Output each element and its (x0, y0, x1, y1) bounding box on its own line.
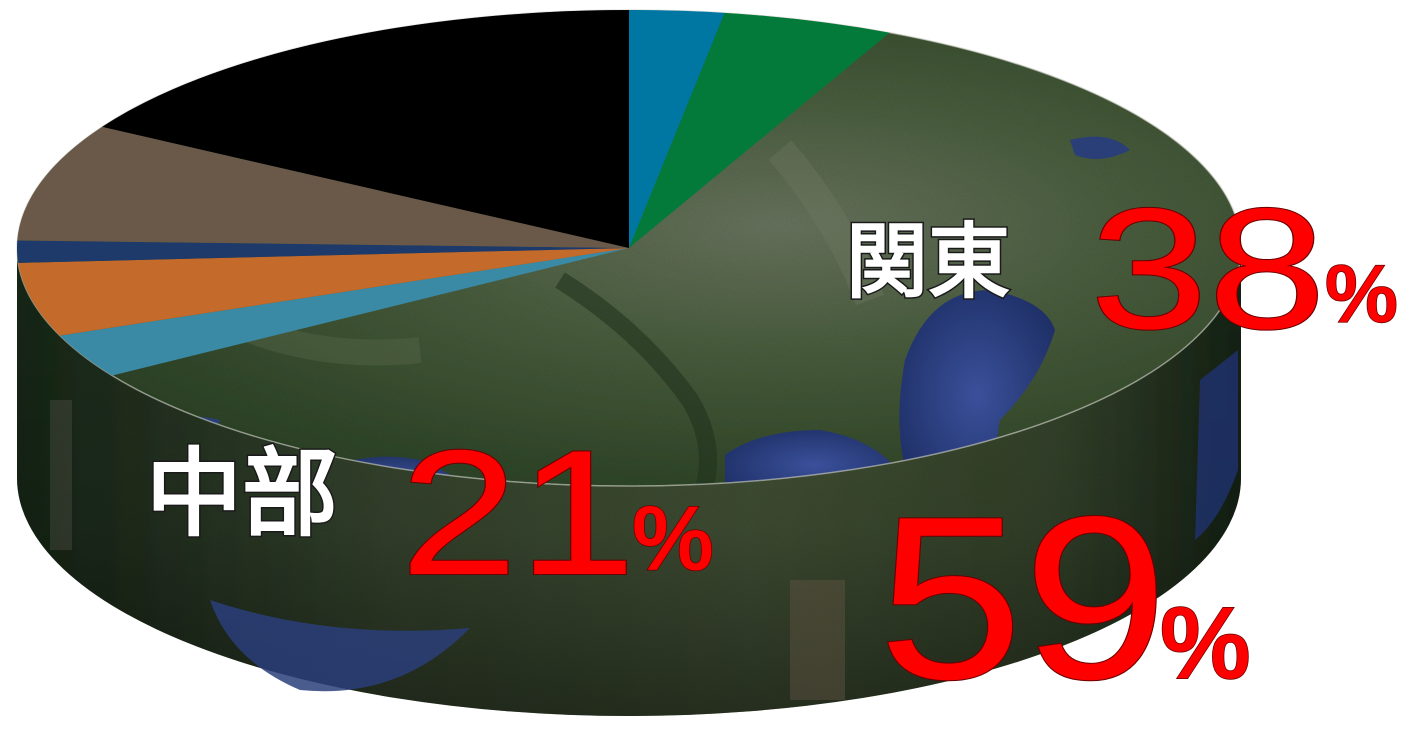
pie-slice-4 (60, 248, 629, 376)
pie-slice-1 (629, 12, 890, 249)
label-kanto-value: 38 (1090, 173, 1326, 365)
label-chubu-value: 21 (400, 413, 636, 612)
label-combined-group: 59 % (877, 468, 1251, 729)
label-combined-percent: % (1160, 586, 1251, 700)
label-kanto-group: 関東 38 % (845, 172, 1399, 366)
pie-slice-8 (102, 10, 629, 248)
pie-slice-5 (18, 248, 629, 336)
lake-north (1070, 136, 1130, 159)
bay-tokyo (899, 290, 1055, 486)
pie-slice-0 (629, 9, 725, 248)
label-chubu-name: 中部 (146, 438, 338, 550)
label-chubu-percent: % (632, 488, 714, 590)
label-kanto-percent: % (1325, 249, 1398, 340)
pie-slice-6 (16, 240, 630, 263)
label-kanto-name: 関東 (846, 215, 1010, 310)
pie-slice-7 (17, 126, 630, 248)
pie-side-wall (17, 248, 1241, 716)
label-chubu-group: 中部 21 % (145, 412, 715, 613)
pie-slices (16, 9, 890, 376)
label-combined-value: 59 (878, 469, 1168, 728)
